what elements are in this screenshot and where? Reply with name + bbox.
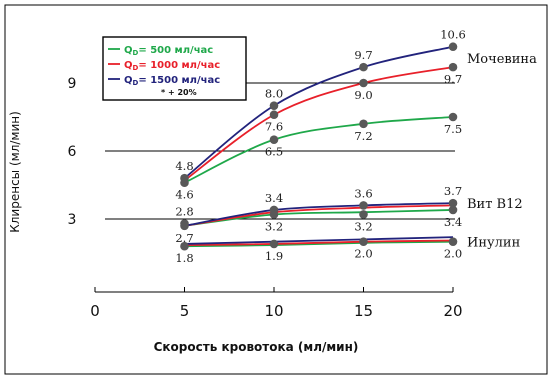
axes: 3 6 9 0 5 10 15 20 xyxy=(68,76,463,320)
legend-rest: = 1000 мл/час xyxy=(138,60,220,71)
data-label: 3.2 xyxy=(265,219,283,233)
series-line-q1000 xyxy=(184,204,454,227)
legend-q: Q xyxy=(124,45,133,56)
legend-note: * + 20% xyxy=(161,88,197,97)
series-line-q1500 xyxy=(184,236,454,245)
data-point xyxy=(269,110,279,120)
y-tick-label: 6 xyxy=(68,144,77,160)
legend-sub: D xyxy=(133,49,139,57)
data-label: 3.4 xyxy=(265,191,283,205)
data-label: 2.0 xyxy=(354,247,372,261)
series-line-q1000 xyxy=(183,66,454,182)
data-point xyxy=(448,62,458,72)
data-label: 1.9 xyxy=(265,249,283,263)
data-label: 4.6 xyxy=(175,188,193,202)
data-label: 2.7 xyxy=(175,231,193,245)
x-tick-label: 5 xyxy=(180,302,190,320)
series-line-q500 xyxy=(184,116,454,184)
x-tick-label: 15 xyxy=(354,302,373,320)
series-line-q500 xyxy=(184,209,454,227)
legend-rest: = 1500 мл/час xyxy=(138,75,220,86)
series-line-q1500 xyxy=(183,45,454,179)
data-label: 1.8 xyxy=(175,251,193,265)
data-label: 7.2 xyxy=(354,129,372,143)
x-tick-label: 10 xyxy=(264,302,283,320)
data-point xyxy=(359,201,368,210)
y-axis-title: Клиренсы (мл/мин) xyxy=(8,111,22,233)
data-label: 9.7 xyxy=(354,48,372,62)
data-point xyxy=(269,101,279,110)
data-point xyxy=(269,239,279,249)
data-point xyxy=(180,241,189,251)
data-label: 8.0 xyxy=(265,87,283,101)
data-point xyxy=(448,198,458,208)
data-point xyxy=(448,237,458,246)
legend-sub: D xyxy=(133,79,139,87)
data-point xyxy=(359,210,368,219)
group-label: Мочевина xyxy=(467,52,537,67)
series-line-q500 xyxy=(184,240,454,248)
legend-entry: QD= 1500 мл/час xyxy=(124,75,220,87)
data-label: 2.0 xyxy=(444,247,462,261)
data-label: 3.2 xyxy=(354,219,372,233)
legend-q: Q xyxy=(124,75,133,86)
data-label: 4.8 xyxy=(175,159,193,173)
data-label: 7.6 xyxy=(265,120,283,134)
data-point xyxy=(359,237,368,246)
group-names: Мочевина Вит В12 Инулин xyxy=(467,52,537,251)
data-labels: 4.8 4.6 8.0 7.6 6.5 9.7 9.0 7.2 10.6 9.7 7.5 2.8 2.7… xyxy=(175,28,465,265)
legend-box xyxy=(102,36,247,101)
legend-rest: = 500 мл/час xyxy=(138,45,213,56)
series-line-q1000 xyxy=(184,239,454,246)
data-point xyxy=(359,78,368,88)
data-label: 3.7 xyxy=(444,184,462,198)
data-label: 7.5 xyxy=(444,122,462,136)
data-label: 3.4 xyxy=(444,215,462,229)
y-tick-label: 3 xyxy=(68,212,77,228)
x-tick-label: 20 xyxy=(443,302,462,320)
data-point xyxy=(269,210,279,219)
group-label: Инулин xyxy=(467,236,520,251)
data-label: 3.6 xyxy=(354,186,372,200)
series-line-q1500 xyxy=(184,202,454,227)
data-label: 2.8 xyxy=(175,205,193,219)
data-points xyxy=(180,42,458,251)
data-point xyxy=(448,42,458,52)
legend-q: Q xyxy=(124,60,133,71)
data-label: 9.7 xyxy=(444,72,462,86)
data-point xyxy=(269,135,279,144)
legend-entry: QD= 500 мл/час xyxy=(124,45,213,57)
data-point xyxy=(180,178,189,188)
data-point xyxy=(359,62,368,72)
data-point xyxy=(448,112,458,122)
x-axis-title: Скорость кровотока (мл/мин) xyxy=(154,340,359,354)
legend-entry: QD= 1000 мл/час xyxy=(124,60,220,72)
group-label: Вит В12 xyxy=(467,197,523,212)
data-point xyxy=(448,205,458,215)
data-label: 10.6 xyxy=(440,28,466,42)
data-label: 6.5 xyxy=(265,145,283,159)
data-label: 9.0 xyxy=(354,88,372,102)
y-tick-label: 9 xyxy=(68,76,77,92)
data-point xyxy=(180,221,189,231)
x-tick-label: 0 xyxy=(90,302,100,320)
legend-sub: D xyxy=(133,64,139,72)
series-curves xyxy=(183,45,454,248)
data-point xyxy=(359,119,368,129)
